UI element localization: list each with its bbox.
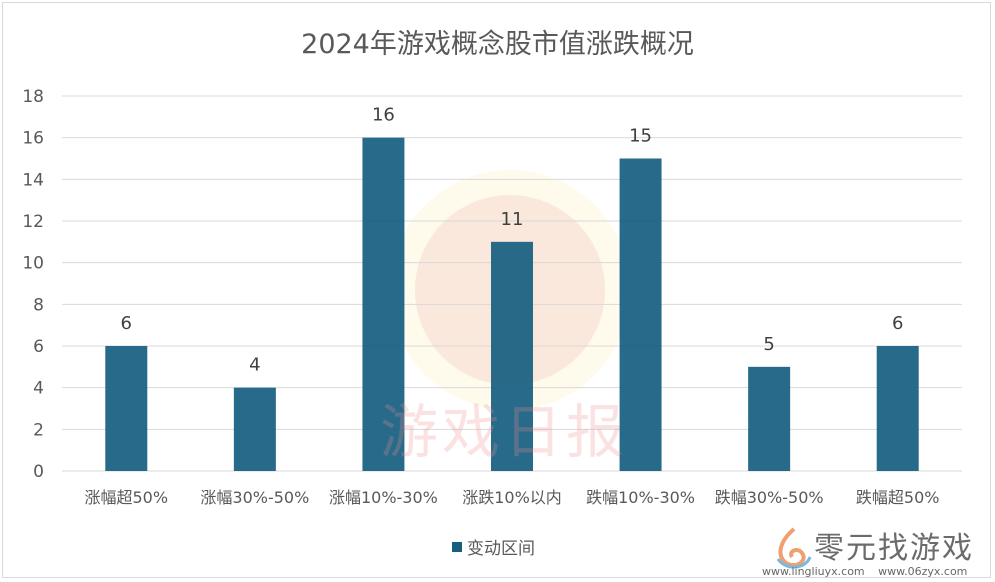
y-tick-label: 12 [22, 212, 44, 232]
legend-swatch [452, 541, 462, 552]
y-tick-label: 4 [33, 379, 44, 399]
x-tick-label: 涨幅30%-50% [200, 488, 309, 507]
logo-name: 零元找游戏 [814, 531, 974, 566]
y-tick-label: 0 [33, 462, 44, 482]
data-label: 5 [763, 334, 774, 355]
bar [105, 346, 148, 471]
x-tick-label: 涨幅超50% [84, 488, 168, 507]
watermark-text: 游戏日报 [380, 398, 629, 466]
bar [362, 137, 405, 471]
data-label: 16 [372, 105, 395, 126]
y-tick-label: 16 [22, 129, 44, 149]
x-tick-label: 跌幅10%-30% [586, 488, 695, 507]
legend-label: 变动区间 [467, 539, 535, 559]
site-logo: 零元找游戏 www.lingliuyx.com www.06zyx.com [762, 523, 992, 579]
x-tick-label: 涨跌10%以内 [462, 488, 562, 507]
x-tick-label: 跌幅30%-50% [715, 488, 824, 507]
data-label: 15 [629, 126, 652, 147]
data-label: 11 [501, 209, 524, 230]
bar [748, 366, 791, 471]
y-tick-label: 8 [33, 295, 44, 315]
data-label: 4 [249, 355, 260, 376]
bar [491, 241, 533, 471]
bar [619, 158, 662, 471]
y-tick-label: 2 [33, 420, 44, 440]
legend: 变动区间 [452, 534, 535, 559]
y-tick-label: 14 [22, 170, 44, 190]
x-tick-label: 涨幅10%-30% [329, 488, 438, 507]
bar [876, 346, 919, 471]
bar [233, 387, 276, 471]
y-tick-label: 10 [22, 254, 44, 274]
data-label: 6 [892, 313, 903, 334]
y-tick-label: 18 [22, 87, 44, 107]
y-tick-label: 6 [33, 337, 44, 357]
logo-urls: www.lingliuyx.com www.06zyx.com [762, 565, 968, 578]
flame-swirl-icon [776, 527, 812, 569]
chart-title: 2024年游戏概念股市值涨跌概况 [301, 29, 694, 60]
x-tick-label: 跌幅超50% [856, 488, 940, 507]
data-label: 6 [121, 313, 132, 334]
